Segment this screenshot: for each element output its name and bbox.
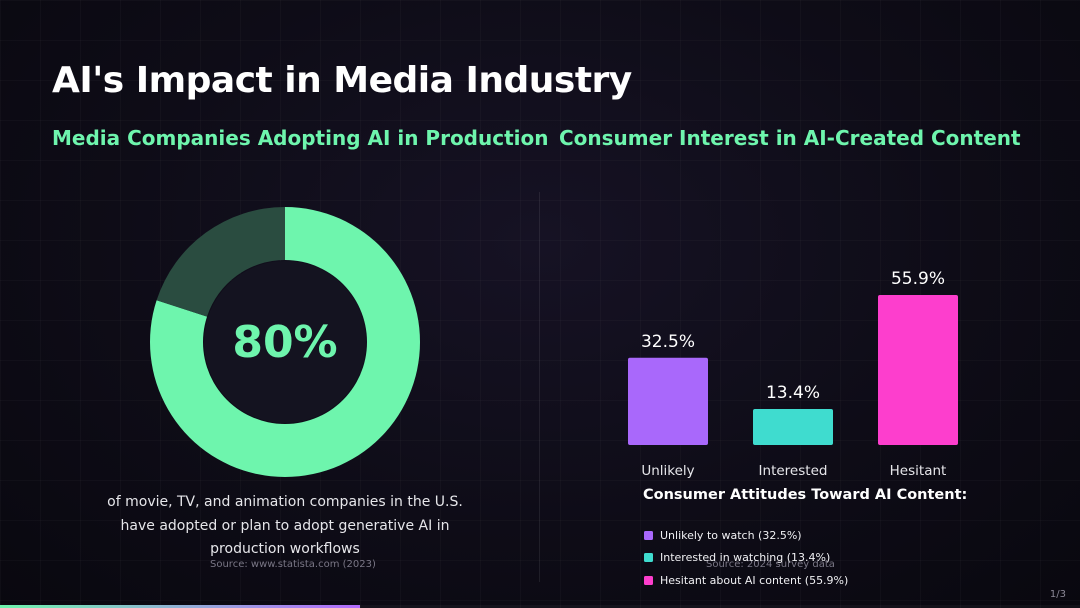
statista-source-note: Source: www.statista.com (2023) <box>210 559 376 570</box>
bar-chart-subtitle: Consumer Interest in AI-Created Content <box>559 126 1021 150</box>
slide-progress-fill <box>0 605 360 608</box>
survey-source-note: Source: 2024 survey data <box>706 559 835 570</box>
slide-progress-bar <box>0 605 1080 608</box>
bar-hesitant <box>878 295 958 445</box>
legend-swatch-unlikely <box>644 530 653 540</box>
chart-legend: Unlikely to watch (32.5%) Interested in … <box>644 524 848 592</box>
bar-chart: 32.5% Unlikely 13.4% Interested 55.9% Hesitan… <box>628 269 958 479</box>
panel-divider <box>539 192 540 582</box>
legend-label-interested: Interested in watching (13.4%) <box>660 551 831 565</box>
donut-chart-subtitle: Media Companies Adopting AI in Productio… <box>52 126 549 150</box>
bar-interested <box>753 409 833 445</box>
legend-item-interested: Interested in watching (13.4%) <box>644 547 848 570</box>
bar-value-label-interested: 13.4% <box>766 383 820 403</box>
bar-category-label-unlikely: Unlikely <box>641 463 694 479</box>
legend-swatch-hesitant <box>644 575 653 585</box>
bar-value-label-unlikely: 32.5% <box>641 332 695 352</box>
legend-swatch-interested <box>644 553 653 563</box>
slide-title: AI's Impact in Media Industry <box>52 60 632 101</box>
legend-item-hesitant: Hesitant about AI content (55.9%) <box>644 569 848 592</box>
legend-label-unlikely: Unlikely to watch (32.5%) <box>660 528 802 542</box>
donut-chart <box>150 207 420 477</box>
donut-slice-remaining <box>156 207 285 317</box>
legend-label-hesitant: Hesitant about AI content (55.9%) <box>660 573 849 587</box>
donut-hole <box>204 261 366 423</box>
page-indicator: 1/3 <box>1049 589 1066 600</box>
donut-slice-adopted <box>150 207 420 477</box>
bar-category-label-interested: Interested <box>759 463 828 479</box>
donut-center-value: 80% <box>232 316 338 368</box>
legend-title: Consumer Attitudes Toward AI Content: <box>643 487 968 503</box>
legend-item-unlikely: Unlikely to watch (32.5%) <box>644 524 848 547</box>
bar-unlikely <box>628 357 708 445</box>
bar-category-label-hesitant: Hesitant <box>890 463 947 479</box>
adoption-description: of movie, TV, and animation companies in… <box>107 494 463 557</box>
bar-value-label-hesitant: 55.9% <box>891 269 945 289</box>
